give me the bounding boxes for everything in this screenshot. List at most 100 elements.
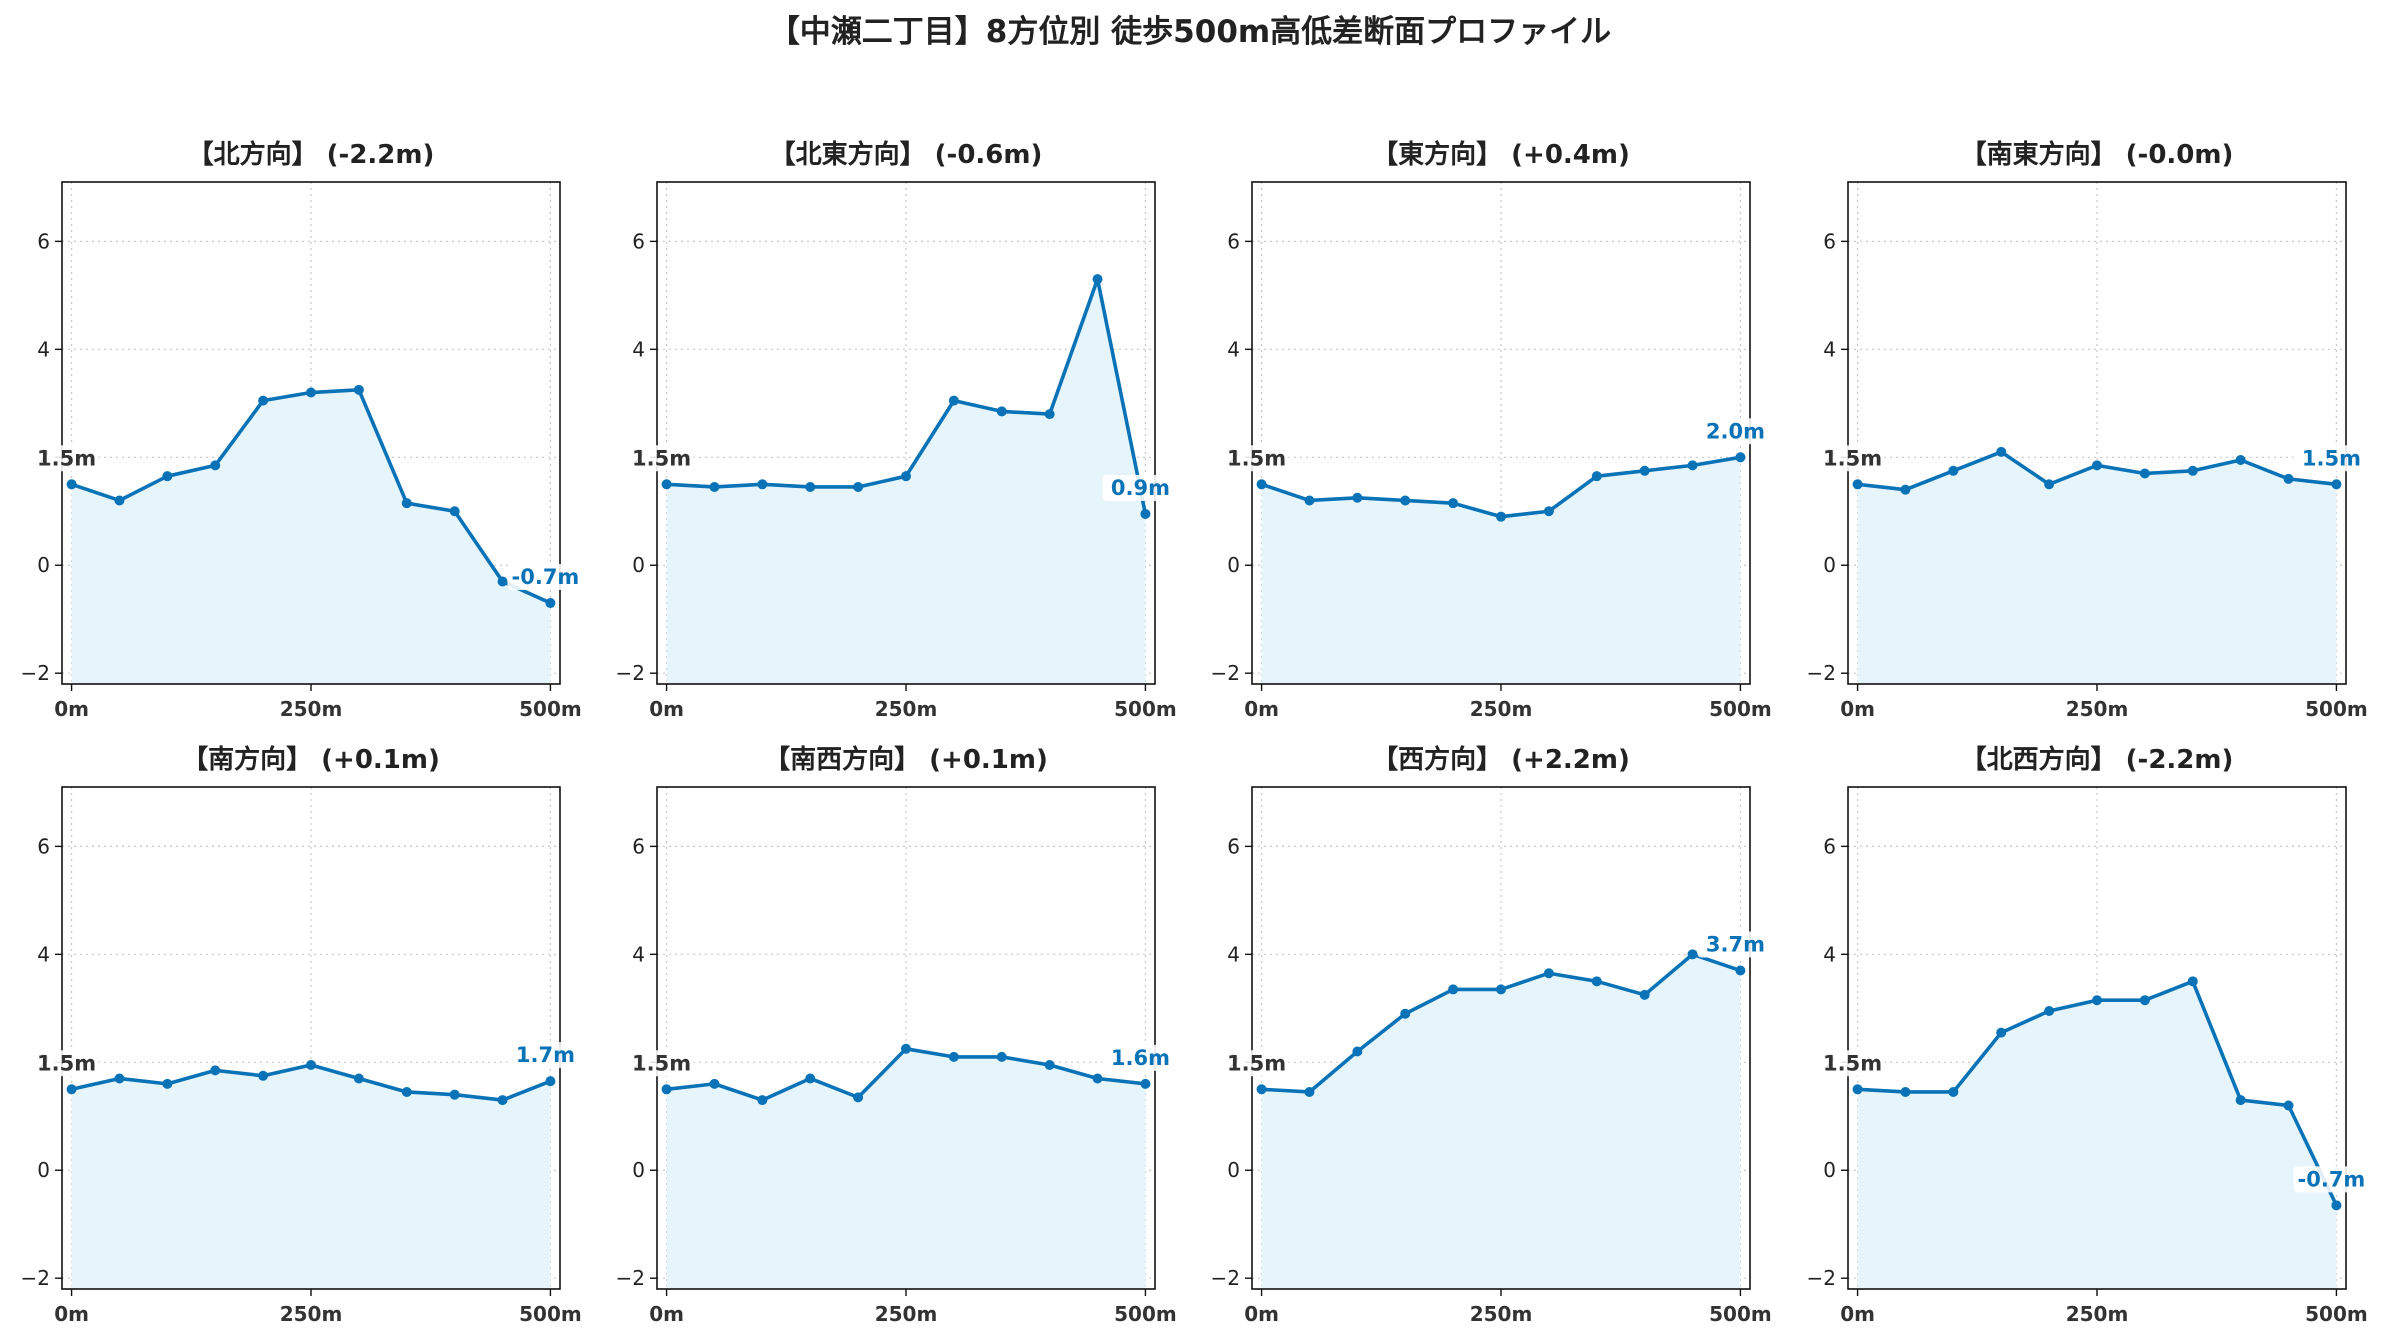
data-point [162, 471, 173, 482]
data-point [1900, 1086, 1911, 1097]
panel-title: 【西方向】 (+2.2m) [1372, 744, 1630, 775]
data-point [1735, 452, 1746, 463]
data-point [1852, 1084, 1863, 1095]
data-point [1496, 984, 1506, 995]
y-tick-label: 6 [1227, 229, 1240, 253]
data-point [306, 1059, 316, 1070]
panel-7: 【西方向】 (+2.2m)−202460m250m500m1.5m3.7m [1211, 744, 1774, 1326]
x-tick-label: 500m [519, 1302, 582, 1326]
y-tick-label: 0 [632, 1158, 645, 1182]
y-tick-label: −2 [21, 661, 50, 685]
data-point [1687, 460, 1698, 471]
data-point [497, 1095, 508, 1106]
panel-title: 【南西方向】 (+0.1m) [764, 744, 1048, 775]
data-point [2139, 995, 2150, 1006]
x-tick-label: 250m [280, 1302, 343, 1326]
profile-area [1261, 954, 1741, 1289]
start-label: 1.5m [1823, 1051, 1882, 1075]
x-tick-label: 0m [1840, 697, 1875, 721]
data-point [2044, 1006, 2055, 1017]
data-point [66, 479, 77, 490]
x-tick-label: 0m [54, 697, 89, 721]
start-label-box [1224, 445, 1289, 472]
data-point [1496, 511, 1506, 522]
data-point [661, 479, 672, 490]
start-label: 1.5m [1227, 446, 1286, 470]
profile-area [71, 389, 551, 684]
x-tick-label: 500m [519, 697, 582, 721]
data-point [1639, 989, 1650, 1000]
profile-area [1857, 451, 2337, 684]
x-tick-label: 500m [1709, 697, 1772, 721]
panel-title: 【北西方向】 (-2.2m) [1961, 744, 2234, 775]
data-point [2187, 976, 2198, 987]
panel-title: 【東方向】 (+0.4m) [1372, 139, 1630, 170]
data-point [545, 598, 556, 609]
end-label: 1.5m [2302, 446, 2361, 470]
panel-5: 【南方向】 (+0.1m)−202460m250m500m1.5m1.7m [21, 744, 584, 1326]
data-point [805, 481, 816, 492]
start-label: 1.5m [632, 1051, 691, 1075]
end-label-box [507, 1042, 584, 1069]
data-point [1092, 1073, 1103, 1084]
start-label: 1.5m [1227, 1051, 1286, 1075]
data-point [1639, 465, 1650, 476]
end-label: -0.7m [2298, 1167, 2366, 1191]
panel-6: 【南西方向】 (+0.1m)−202460m250m500m1.5m1.6m [616, 744, 1179, 1326]
x-tick-label: 0m [1244, 1302, 1279, 1326]
profile-area [1857, 981, 2337, 1289]
data-point [1044, 1059, 1055, 1070]
end-label-box [2293, 445, 2370, 472]
start-label: 1.5m [37, 446, 96, 470]
x-tick-label: 0m [649, 1302, 684, 1326]
data-point [1591, 471, 1602, 482]
y-tick-label: 6 [632, 834, 645, 858]
data-point [1304, 495, 1315, 506]
x-tick-label: 500m [1709, 1302, 1772, 1326]
data-point [353, 384, 364, 395]
start-label-box [629, 1050, 694, 1077]
data-point [401, 1086, 412, 1097]
data-point [162, 1078, 173, 1089]
data-point [757, 479, 768, 490]
data-point [1092, 274, 1103, 285]
end-label-box [2293, 1166, 2370, 1193]
x-tick-label: 500m [2305, 697, 2368, 721]
data-point [2283, 1100, 2294, 1111]
x-tick-label: 250m [280, 697, 343, 721]
panel-8: 【北西方向】 (-2.2m)−202460m250m500m1.5m-0.7m [1807, 744, 2370, 1326]
data-point [66, 1084, 77, 1095]
data-point [258, 1070, 269, 1081]
y-tick-label: 0 [632, 553, 645, 577]
y-tick-label: −2 [616, 1266, 645, 1290]
y-tick-label: 0 [1823, 1158, 1836, 1182]
panel-title: 【南東方向】 (-0.0m) [1961, 139, 2234, 170]
x-tick-label: 500m [1114, 697, 1177, 721]
data-point [1687, 949, 1698, 960]
start-label-box [34, 445, 99, 472]
start-label-box [1820, 1050, 1885, 1077]
y-tick-label: 4 [1227, 942, 1240, 966]
y-tick-label: 4 [1823, 942, 1836, 966]
data-point [901, 1043, 911, 1054]
data-point [306, 387, 316, 398]
data-point [1591, 976, 1602, 987]
x-tick-label: 250m [1470, 697, 1533, 721]
start-label-box [1224, 1050, 1289, 1077]
data-point [1900, 484, 1911, 495]
data-point [709, 1078, 720, 1089]
y-tick-label: −2 [1807, 661, 1836, 685]
panel-1: 【北方向】 (-2.2m)−202460m250m500m1.5m-0.7m [21, 139, 584, 721]
x-tick-label: 250m [875, 697, 938, 721]
y-tick-label: 4 [1227, 337, 1240, 361]
data-point [1400, 495, 1411, 506]
data-point [2092, 995, 2102, 1006]
data-point [853, 481, 864, 492]
end-label: 1.6m [1111, 1046, 1170, 1070]
end-label-box [1697, 931, 1774, 958]
data-point [210, 460, 221, 471]
data-point [948, 395, 959, 406]
y-tick-label: 0 [1823, 553, 1836, 577]
data-point [1304, 1086, 1315, 1097]
